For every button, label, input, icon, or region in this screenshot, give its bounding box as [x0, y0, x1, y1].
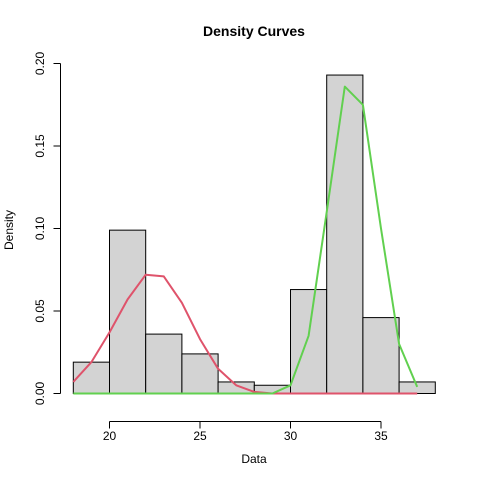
x-tick-label: 25: [193, 429, 207, 443]
histogram-bar-2: [109, 229, 147, 394]
histogram-bar-5: [217, 381, 255, 395]
histogram-bar-9: [362, 317, 400, 395]
y-tick-label: 0.10: [33, 216, 47, 240]
histogram-bars: [72, 74, 436, 395]
x-tick-label: 30: [284, 429, 298, 443]
histogram-bar-7: [290, 289, 328, 394]
x-tick-label: 35: [374, 429, 388, 443]
histogram-bar-3: [145, 333, 183, 395]
histogram-bar-8: [326, 74, 364, 395]
x-axis: 20 25 30 35: [103, 421, 388, 443]
y-axis: 0.00 0.05 0.10 0.15 0.20: [33, 51, 61, 405]
density-curves: [72, 85, 419, 395]
density-curve-2: [73, 85, 419, 395]
histogram-bar-10: [398, 381, 436, 395]
density-curve-1: [72, 273, 418, 395]
histogram-bar-1: [72, 361, 111, 394]
y-tick-label: 0.15: [33, 134, 47, 158]
x-axis-label: Data: [241, 452, 267, 466]
y-tick-label: 0.00: [33, 381, 47, 405]
x-tick-label: 20: [103, 429, 117, 443]
y-axis-label: Density: [2, 210, 16, 250]
y-tick-label: 0.05: [33, 299, 47, 323]
chart-title: Density Curves: [203, 23, 305, 39]
y-tick-label: 0.20: [33, 51, 47, 75]
